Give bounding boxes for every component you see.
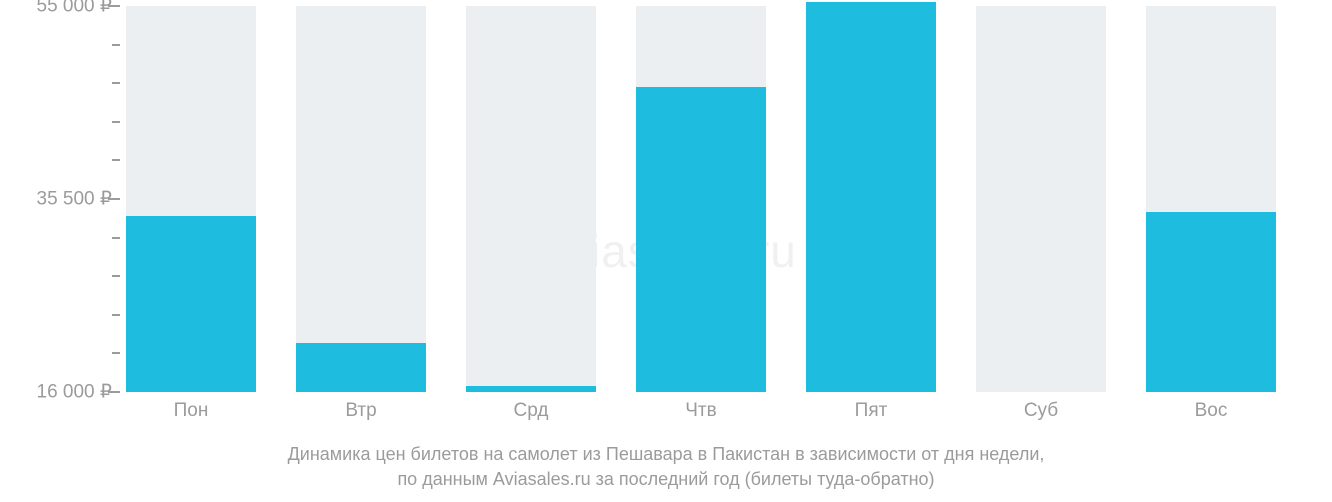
x-axis-label: Вос xyxy=(1146,400,1276,422)
bar-slot xyxy=(466,6,596,392)
bar-value xyxy=(1146,212,1276,392)
y-tick-minor xyxy=(112,44,120,46)
x-axis-label: Пон xyxy=(126,400,256,422)
y-tick-minor xyxy=(112,237,120,239)
y-tick-minor xyxy=(112,159,120,161)
x-axis-label: Срд xyxy=(466,400,596,422)
x-axis-label: Пят xyxy=(806,400,936,422)
bar-value xyxy=(636,87,766,392)
plot-area xyxy=(120,6,1320,392)
bar-slot xyxy=(976,6,1106,392)
y-tick-minor xyxy=(112,121,120,123)
y-tick-major xyxy=(108,198,120,200)
bar-slot xyxy=(1146,6,1276,392)
bar-slot xyxy=(636,6,766,392)
x-axis-label: Втр xyxy=(296,400,426,422)
y-axis-label: 16 000 ₽ xyxy=(2,381,112,404)
bar-background xyxy=(296,6,426,392)
chart-caption: Динамика цен билетов на самолет из Пешав… xyxy=(0,442,1332,492)
y-axis-label: 35 500 ₽ xyxy=(2,188,112,211)
y-axis-label: 55 000 ₽ xyxy=(2,0,112,18)
bar-value xyxy=(466,386,596,392)
bar-slot xyxy=(126,6,256,392)
bar-value xyxy=(126,216,256,392)
caption-line-1: Динамика цен билетов на самолет из Пешав… xyxy=(0,442,1332,467)
price-by-weekday-chart: Aviasales.ru 16 000 ₽35 500 ₽55 000 ₽ По… xyxy=(0,0,1332,502)
y-tick-major xyxy=(108,391,120,393)
y-tick-minor xyxy=(112,82,120,84)
x-axis-label: Суб xyxy=(976,400,1106,422)
bar-background xyxy=(976,6,1106,392)
y-tick-minor xyxy=(112,275,120,277)
bar-slot xyxy=(296,6,426,392)
y-tick-minor xyxy=(112,352,120,354)
bar-slot xyxy=(806,6,936,392)
caption-line-2: по данным Aviasales.ru за последний год … xyxy=(0,467,1332,492)
x-axis-label: Чтв xyxy=(636,400,766,422)
y-tick-minor xyxy=(112,314,120,316)
y-tick-major xyxy=(108,5,120,7)
bar-value xyxy=(296,343,426,392)
bar-background xyxy=(466,6,596,392)
bar-value xyxy=(806,2,936,392)
